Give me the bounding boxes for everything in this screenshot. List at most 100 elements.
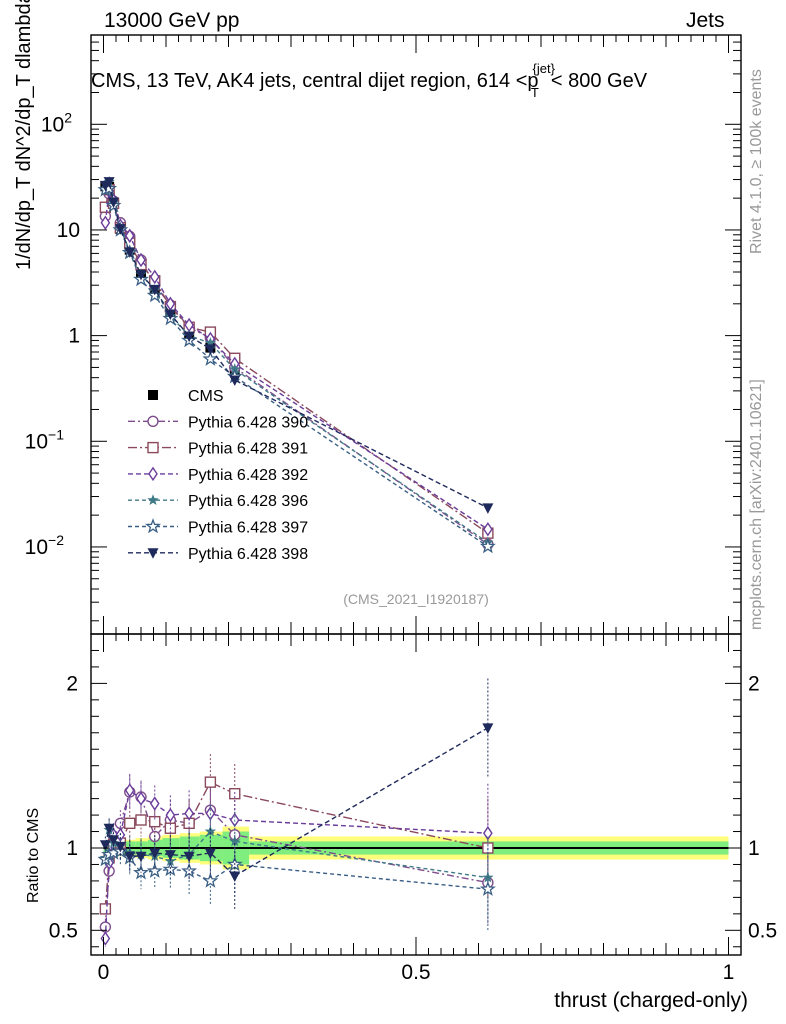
- legend-marker: [147, 548, 159, 559]
- ratio-point-6: [149, 848, 161, 859]
- legend: CMS Pythia 6.428 390 Pythia 6.428 391 Pythi…: [128, 388, 308, 563]
- mc-point-6: [204, 344, 216, 355]
- mc-line-5: [105, 187, 489, 548]
- y-axis-label-text: 1/dN/dp_T dN^2/dp_T dlambda: [13, 0, 35, 270]
- ratio-series-3: [100, 773, 493, 947]
- series-6: [99, 177, 494, 514]
- ratio-point-4: [204, 825, 217, 837]
- legend-entry-label: Pythia 6.428 390: [188, 414, 308, 431]
- mc-point-6: [135, 269, 147, 281]
- ratio-point-3: [149, 796, 160, 811]
- mc-point-5: [479, 538, 496, 554]
- y-tick-label: 102: [41, 109, 72, 136]
- ratio-point-6: [482, 723, 494, 734]
- ratio-point-6: [204, 848, 216, 859]
- ratio-point-6: [103, 823, 115, 835]
- ratio-line-4: [104, 829, 488, 879]
- ratio-point-6: [124, 851, 136, 863]
- ratio-axis-label: Ratio to CMS: [25, 808, 42, 903]
- mc-line-6: [104, 180, 489, 509]
- ratio-y-tick-label-right: 1: [748, 837, 760, 860]
- x-tick-label: 1: [723, 961, 735, 984]
- legend-entry-label: Pythia 6.428 396: [188, 493, 308, 510]
- mc-point-5: [202, 350, 219, 366]
- y-axis-label: 1/dN/dp_T dN^2/dp_T dlambda: [13, 0, 35, 270]
- ratio-point-3: [136, 791, 146, 806]
- mc-point-6: [108, 197, 119, 208]
- x-axis-label: thrust (charged-only): [554, 989, 748, 1012]
- mc-point-3: [483, 522, 493, 537]
- ratio-y-tick-label-right: 0.5: [748, 919, 777, 942]
- mc-point-6: [149, 284, 161, 296]
- series-0: [100, 181, 493, 539]
- legend-entry-label: Pythia 6.428 391: [188, 441, 308, 458]
- ratio-point-3: [100, 931, 111, 946]
- series-4: [99, 175, 494, 548]
- legend-marker: [147, 494, 159, 506]
- ratio-y-tick-label-right: 2: [748, 672, 760, 695]
- ratio-point-3: [124, 783, 135, 798]
- mcplots-label: mcplots.cern.ch [arXiv:2401.10621]: [748, 379, 765, 630]
- ratio-point-3: [483, 825, 493, 841]
- y-tick-label: 1: [68, 325, 80, 348]
- ratio-point-2: [124, 817, 136, 830]
- header-left: 13000 GeV pp: [104, 9, 240, 32]
- mc-point-6: [114, 224, 126, 235]
- mc-point-6: [103, 177, 115, 188]
- ratio-point-2: [135, 814, 147, 826]
- analysis-watermark: (CMS_2021_I1920187): [343, 591, 489, 607]
- legend-marker: [145, 518, 161, 534]
- y-tick-label: 10: [57, 219, 80, 242]
- legend-marker: [148, 466, 158, 482]
- ratio-frame: [90, 633, 742, 956]
- ratio-point-5: [479, 880, 496, 896]
- ratio-point-2: [204, 776, 217, 788]
- y-tick-label: 10−1: [25, 426, 65, 453]
- mc-point-6: [482, 503, 494, 514]
- ratio-point-6: [114, 841, 126, 853]
- legend-marker: [147, 415, 159, 427]
- mc-line-4: [104, 179, 489, 544]
- ratio-point-5: [202, 872, 219, 888]
- x-tick-label: 0: [98, 961, 110, 984]
- ratio-point-2: [99, 903, 112, 915]
- ratio-y-tick-label: 0.5: [49, 919, 78, 942]
- ratio-point-5: [146, 862, 163, 878]
- header-right: Jets: [686, 9, 725, 32]
- ratio-point-4: [229, 835, 241, 847]
- legend-entry-label: Pythia 6.428 397: [188, 520, 308, 537]
- x-tick-label: 0.5: [401, 961, 430, 984]
- ratio-line-3: [104, 789, 488, 939]
- mc-point-3: [136, 252, 146, 268]
- mc-point-3: [149, 269, 160, 285]
- ratio-point-6: [135, 851, 147, 863]
- legend-entry-label: Pythia 6.428 392: [188, 467, 308, 484]
- rivet-label: Rivet 4.1.0, ≥ 100k events: [748, 69, 765, 254]
- legend-entry-label: Pythia 6.428 398: [188, 546, 308, 563]
- ratio-point-6: [229, 871, 241, 882]
- mc-point-6: [229, 375, 241, 387]
- ratio-series-6: [99, 678, 494, 909]
- ratio-axis-label-text: Ratio to CMS: [25, 808, 42, 903]
- ratio-y-tick-label: 2: [66, 672, 78, 695]
- mc-point-4: [204, 337, 217, 348]
- ratio-point-6: [108, 835, 119, 846]
- mc-point-6: [124, 247, 136, 258]
- mc-point-6: [164, 309, 176, 321]
- legend-entry-label: CMS: [188, 388, 224, 405]
- ratio-point-6: [99, 840, 111, 851]
- ratio-y-tick-label: 1: [66, 837, 78, 860]
- mc-point-6: [183, 331, 195, 343]
- ratio-point-6: [164, 850, 176, 861]
- mc-point-3: [100, 215, 111, 231]
- y-tick-label: 10−2: [25, 532, 65, 559]
- legend-marker: [147, 441, 159, 454]
- series-2: [99, 184, 494, 539]
- mc-point-3: [124, 228, 135, 244]
- legend-marker: [148, 390, 158, 400]
- ratio-point-6: [183, 851, 195, 863]
- ratio-point-3: [165, 807, 176, 823]
- chart-title: CMS, 13 TeV, AK4 jets, central dijet reg…: [91, 61, 648, 100]
- ratio-point-3: [184, 806, 194, 821]
